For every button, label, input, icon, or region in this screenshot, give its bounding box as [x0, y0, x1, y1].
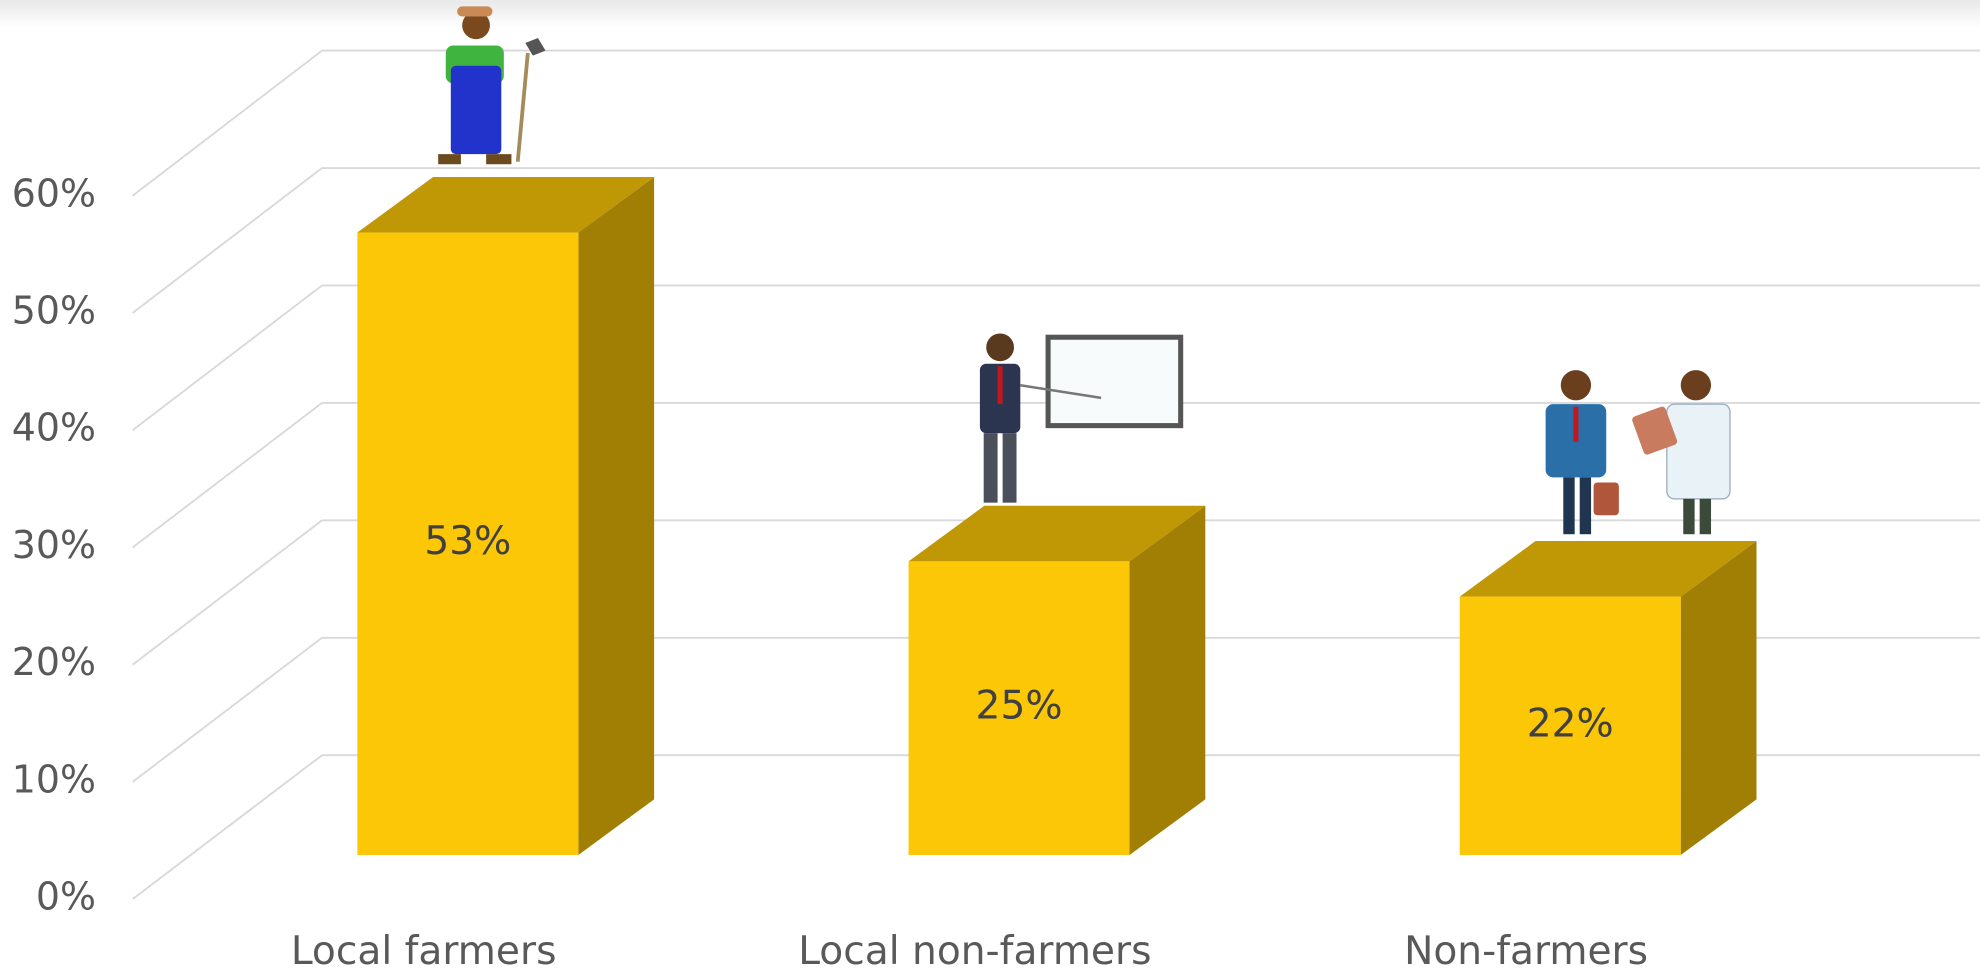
bar-side [578, 177, 654, 855]
x-tick-label: Local farmers [291, 929, 557, 974]
grid-line-side [133, 51, 322, 196]
y-tick-label: 0% [36, 875, 96, 919]
x-tick-label: Non-farmers [1404, 929, 1648, 974]
y-tick-label: 50% [12, 289, 96, 333]
y-tick-label: 40% [12, 406, 96, 450]
grid-line-side [133, 755, 322, 899]
grid-line-side [133, 638, 322, 782]
professionals-illustration [1546, 370, 1730, 534]
y-tick-label: 10% [12, 757, 96, 801]
y-tick-label: 30% [12, 523, 96, 567]
header-band [0, 0, 1980, 28]
value-label: 22% [1527, 701, 1614, 746]
grid-line-side [133, 285, 322, 430]
value-label: 25% [976, 684, 1063, 729]
value-label: 53% [424, 519, 511, 564]
y-tick-label: 20% [12, 640, 96, 684]
grid-line-side [133, 520, 322, 664]
bars: 53% 25% 22% [357, 177, 1756, 855]
bar-side [1130, 506, 1206, 855]
teacher-illustration [980, 333, 1181, 502]
grid-line-side [133, 403, 322, 548]
x-tick-label: Local non-farmers [798, 929, 1151, 974]
y-tick-label: 60% [12, 171, 96, 215]
chart: 53% 25% 22% 0% 10% 20% 30% 40% 50% 60% Local farm… [0, 0, 1980, 975]
grid-line-side [133, 168, 322, 313]
farmer-illustration [438, 6, 545, 164]
